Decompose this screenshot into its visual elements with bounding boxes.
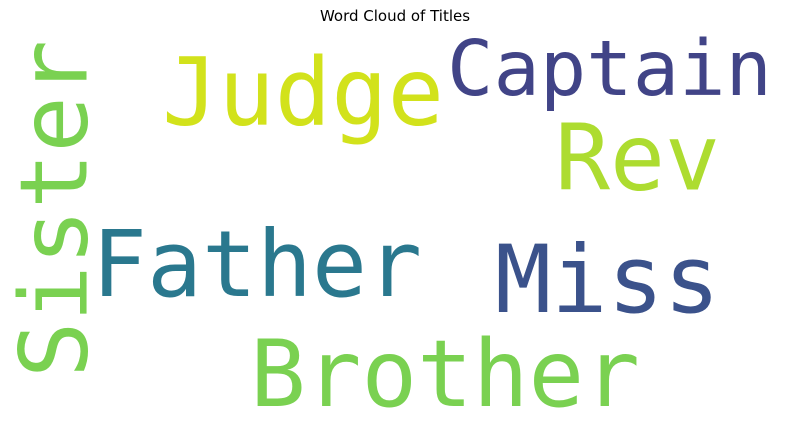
word-judge: Judge bbox=[162, 39, 444, 148]
word-captain: Captain bbox=[447, 24, 772, 114]
word-father: Father bbox=[92, 211, 422, 318]
word-rev: Rev bbox=[555, 105, 720, 212]
word-sister: Sister bbox=[1, 40, 110, 378]
word-brother: Brother bbox=[250, 320, 640, 425]
chart-title: Word Cloud of Titles bbox=[319, 7, 471, 25]
word-miss: Miss bbox=[495, 226, 720, 335]
